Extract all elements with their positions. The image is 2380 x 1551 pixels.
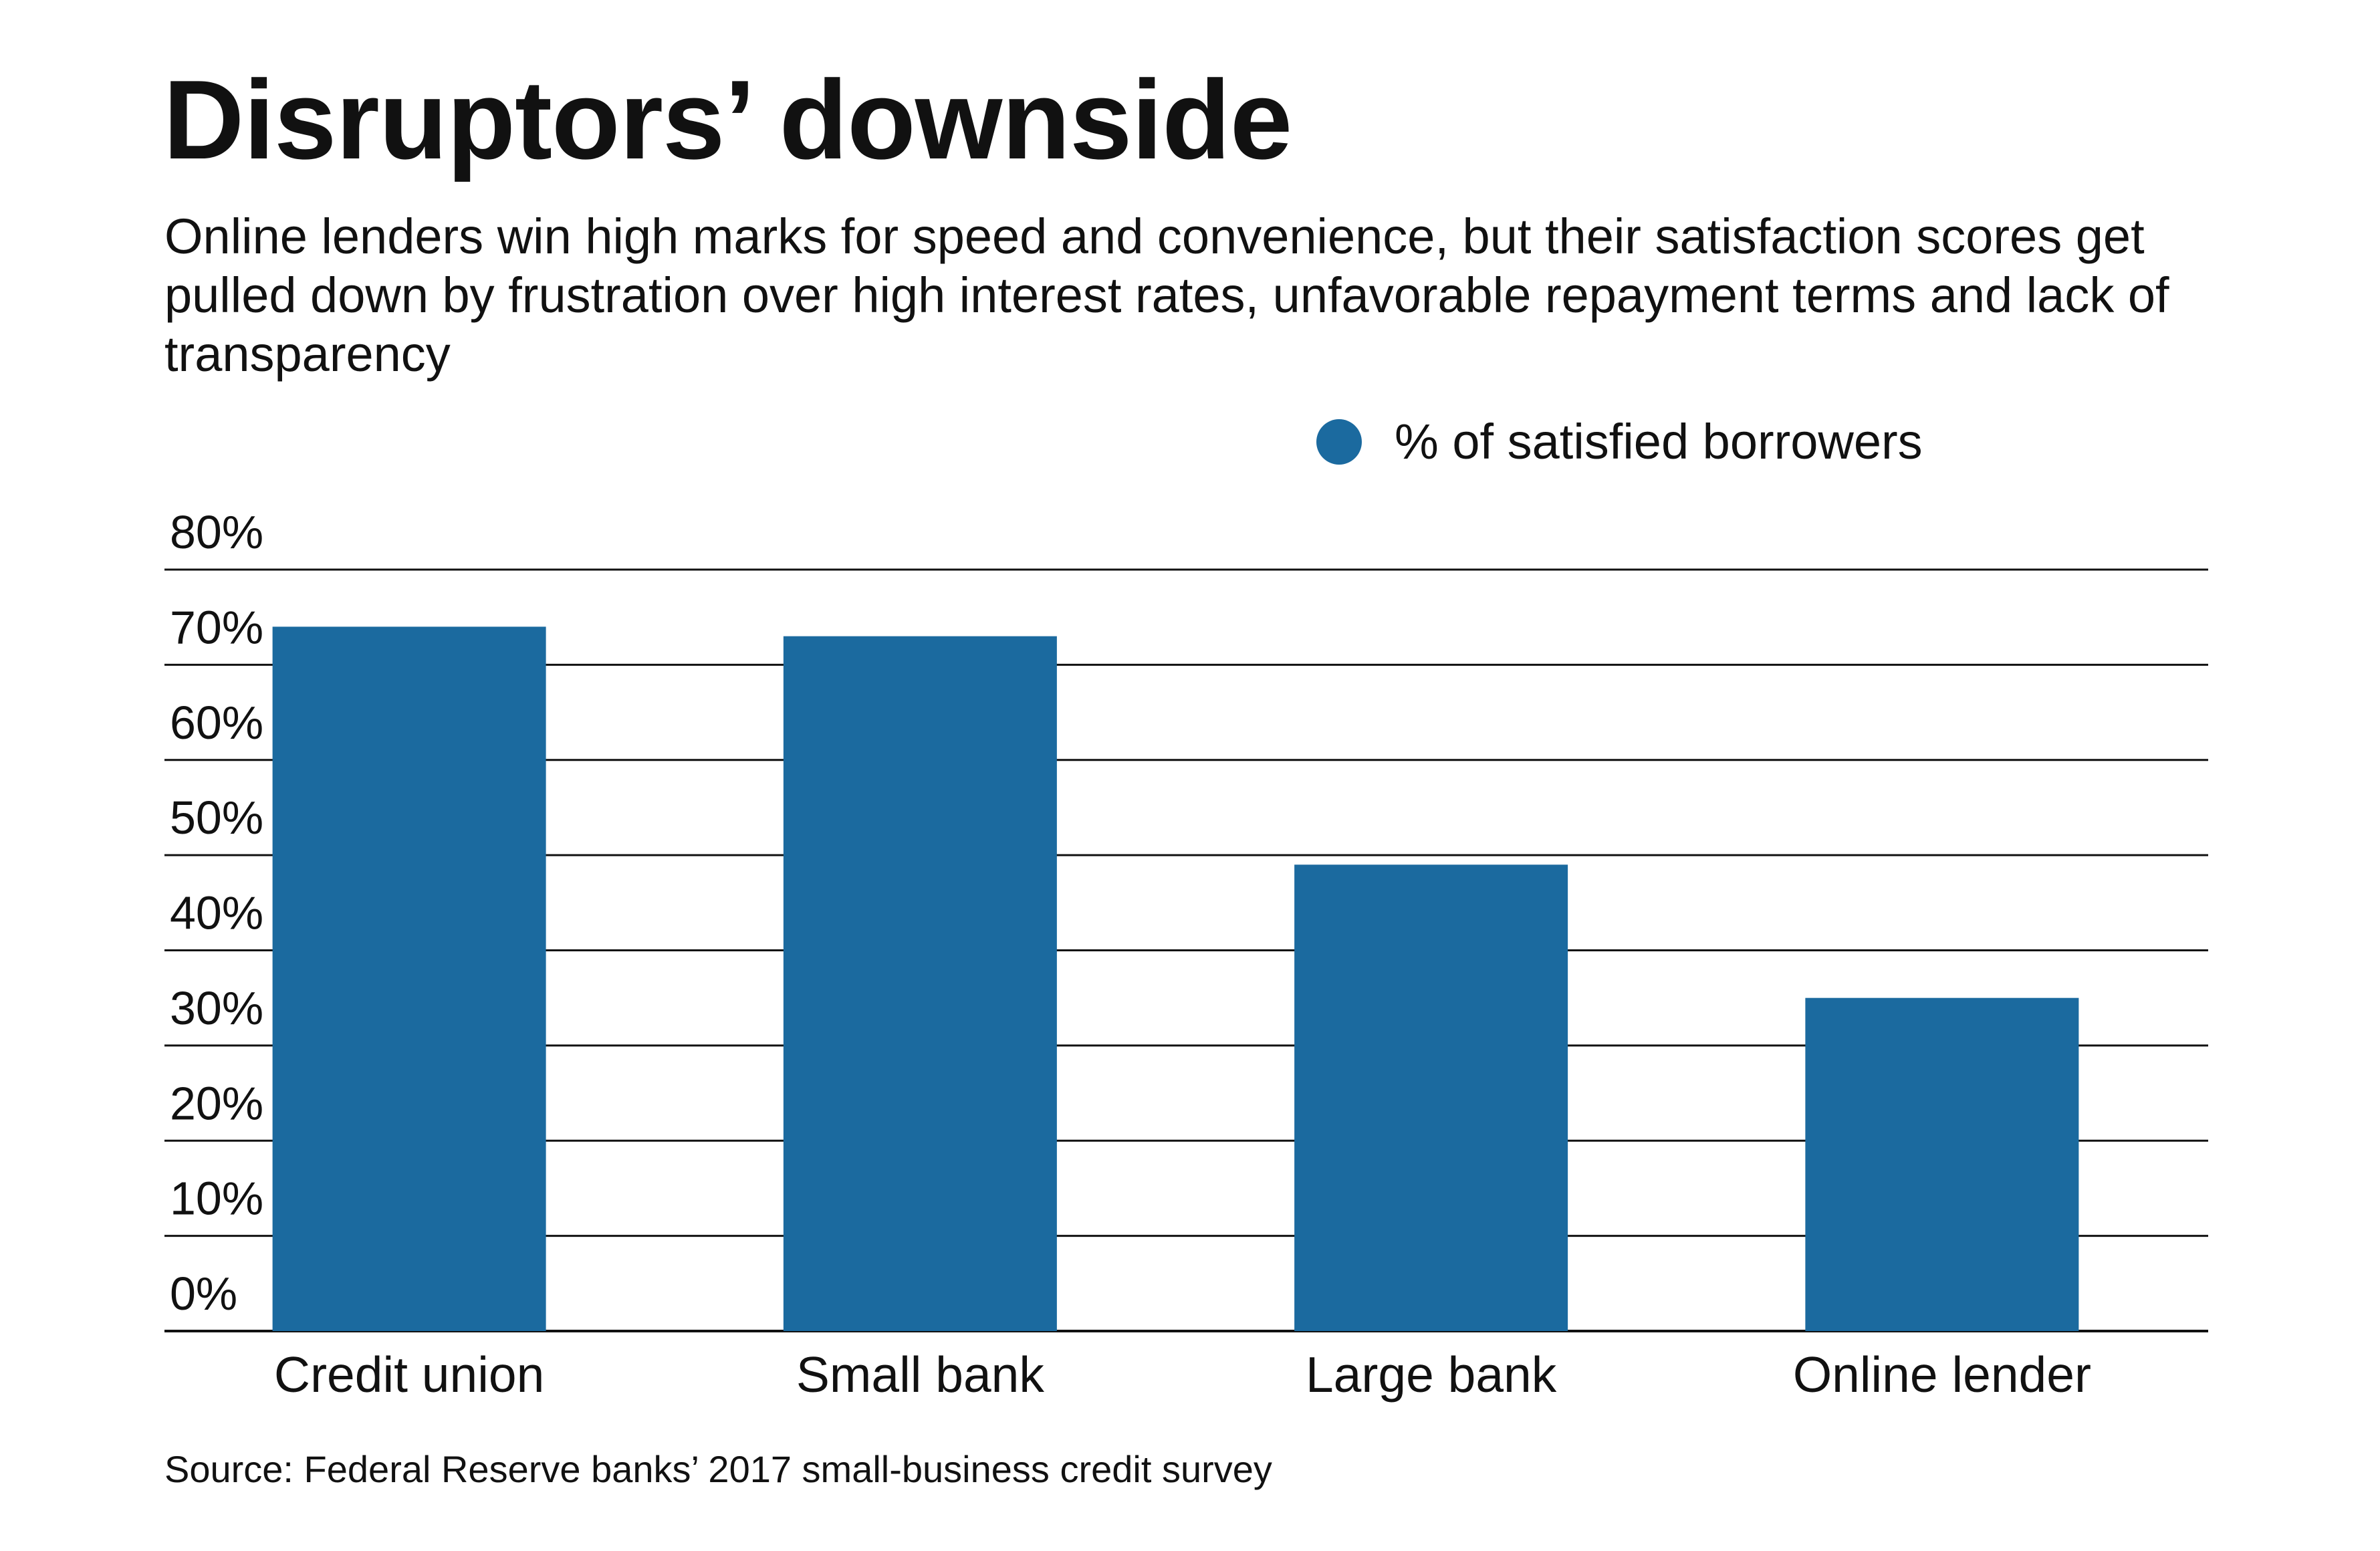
y-tick-label: 70% (170, 601, 263, 653)
x-category-label: Online lender (1793, 1346, 2091, 1403)
bars (272, 626, 2079, 1331)
x-category-label: Large bank (1306, 1346, 1557, 1403)
bar-small-bank (783, 636, 1057, 1331)
y-tick-label: 50% (170, 792, 263, 844)
x-category-label: Small bank (796, 1346, 1045, 1403)
chart-title: Disruptors’ downside (163, 57, 1292, 183)
bar-credit-union (272, 626, 546, 1331)
x-category-label: Credit union (274, 1346, 544, 1403)
bar-large-bank (1294, 864, 1568, 1331)
x-category-labels: Credit union Small bank Large bank Online l… (274, 1346, 2091, 1403)
y-tick-label: 20% (170, 1077, 263, 1129)
y-tick-label: 80% (170, 506, 263, 558)
y-tick-label: 0% (170, 1268, 237, 1320)
legend-swatch (1316, 419, 1362, 465)
bar-online-lender (1805, 997, 2079, 1331)
legend: % of satisfied borrowers (1316, 414, 1923, 469)
chart-subtitle: Online lenders win high marks for speed … (164, 209, 2169, 382)
y-tick-labels: 0% 10% 20% 30% 40% 50% 60% 70% 80% (170, 506, 263, 1320)
y-tick-label: 60% (170, 697, 263, 749)
y-tick-label: 10% (170, 1173, 263, 1225)
legend-label: % of satisfied borrowers (1395, 414, 1923, 469)
y-tick-label: 30% (170, 982, 263, 1034)
y-tick-label: 40% (170, 887, 263, 939)
source-note: Source: Federal Reserve banks’ 2017 smal… (164, 1448, 1272, 1490)
